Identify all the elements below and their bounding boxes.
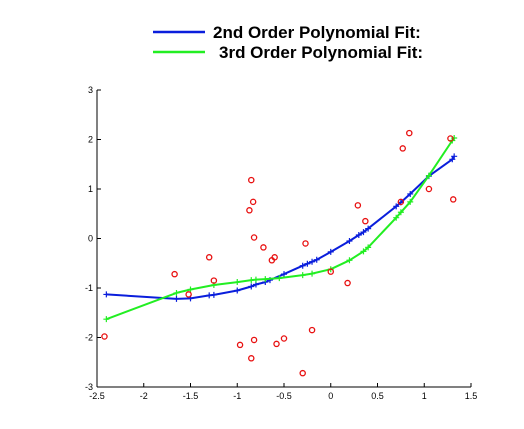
fit-point-marker xyxy=(397,209,404,216)
fit-point-marker xyxy=(355,232,362,239)
series-0 xyxy=(103,153,458,302)
legend-label-0: 2nd Order Polynomial Fit: xyxy=(213,23,421,42)
fit-point-marker xyxy=(103,291,110,298)
fit-point-marker xyxy=(276,275,283,282)
fit-point-marker xyxy=(309,258,316,265)
data-point xyxy=(246,207,253,214)
data-point xyxy=(397,198,405,206)
data-point xyxy=(354,202,362,209)
legend: 2nd Order Polynomial Fit:3rd Order Polyn… xyxy=(153,23,423,62)
x-tick-label: -1.5 xyxy=(183,391,199,401)
fit-point-marker xyxy=(262,276,269,283)
data-point xyxy=(236,341,244,349)
fit-point-marker xyxy=(365,244,372,251)
x-tick-label: 1.5 xyxy=(465,391,478,401)
series-2 xyxy=(101,129,457,377)
fit-point-marker xyxy=(187,286,194,293)
data-point xyxy=(449,196,457,203)
fit-point-marker xyxy=(327,248,334,255)
fit-point-marker xyxy=(248,283,255,290)
data-point xyxy=(308,326,316,334)
data-point xyxy=(250,336,258,344)
fit-point-marker xyxy=(393,214,400,221)
data-point xyxy=(248,176,255,184)
data-point xyxy=(250,234,258,241)
fit-point-marker xyxy=(407,190,414,197)
data-point xyxy=(271,254,278,261)
data-point xyxy=(249,198,257,206)
fit-point-marker xyxy=(393,203,400,210)
data-point xyxy=(205,254,213,261)
fit-line-1 xyxy=(106,137,455,321)
fit-point-marker xyxy=(309,270,316,277)
data-point xyxy=(273,340,280,348)
data-point xyxy=(248,355,255,362)
plot-area xyxy=(101,129,458,377)
data-point xyxy=(302,240,309,247)
x-tick-label: 0.5 xyxy=(371,391,384,401)
fit-point-marker xyxy=(360,229,367,236)
data-point xyxy=(260,244,267,251)
data-point xyxy=(425,185,433,193)
y-tick-label: -3 xyxy=(85,382,93,392)
fit-point-marker xyxy=(234,287,241,294)
fit-point-marker xyxy=(210,291,217,298)
data-point xyxy=(327,268,334,275)
y-tick-label: 0 xyxy=(88,234,93,244)
fit-point-marker xyxy=(304,260,311,267)
x-tick-label: -1 xyxy=(233,391,241,401)
fit-point-marker xyxy=(425,172,432,179)
fit-point-marker xyxy=(346,237,353,244)
fit-point-marker xyxy=(451,135,458,142)
fit-point-marker xyxy=(313,256,320,263)
x-tick-label: 1 xyxy=(422,391,427,401)
x-tick-label: -0.5 xyxy=(276,391,292,401)
y-tick-label: 1 xyxy=(88,184,93,194)
fit-point-marker xyxy=(365,225,372,232)
fit-point-marker xyxy=(234,279,241,286)
y-tick-label: 3 xyxy=(88,85,93,95)
fit-point-marker xyxy=(299,262,306,269)
y-tick-label: -2 xyxy=(85,333,93,343)
fit-point-marker xyxy=(451,153,458,160)
fit-point-marker xyxy=(407,198,414,205)
fit-point-marker xyxy=(281,271,287,278)
data-point xyxy=(171,270,178,278)
fit-point-marker xyxy=(103,316,110,323)
fit-point-marker xyxy=(299,272,306,279)
y-tick-label: -1 xyxy=(85,283,93,293)
x-tick-label: -2 xyxy=(140,391,148,401)
data-point xyxy=(185,291,192,298)
data-point xyxy=(299,369,306,377)
data-point xyxy=(406,129,413,137)
data-point xyxy=(101,333,108,340)
fit-point-marker xyxy=(360,248,367,255)
data-point xyxy=(399,145,406,152)
x-tick-label: 0 xyxy=(328,391,333,401)
fit-line-0 xyxy=(106,155,456,300)
data-point xyxy=(344,279,351,287)
legend-label-1: 3rd Order Polynomial Fit: xyxy=(219,43,423,62)
data-point xyxy=(447,135,454,142)
axes: -2.5 -2 -1.5 -1 -0.5 0 0.5 1 1.5 -3 -2 -1 0 1 2 3 xyxy=(85,85,477,401)
x-tick-label: -2.5 xyxy=(89,391,105,401)
y-tick-label: 2 xyxy=(88,135,93,145)
fit-point-marker xyxy=(173,295,180,302)
fit-point-marker xyxy=(252,276,259,283)
data-point xyxy=(362,217,369,225)
fit-point-marker xyxy=(346,257,353,264)
series-1 xyxy=(103,135,458,323)
data-point xyxy=(210,277,218,284)
data-point xyxy=(280,335,288,342)
fit-point-marker xyxy=(173,289,180,296)
